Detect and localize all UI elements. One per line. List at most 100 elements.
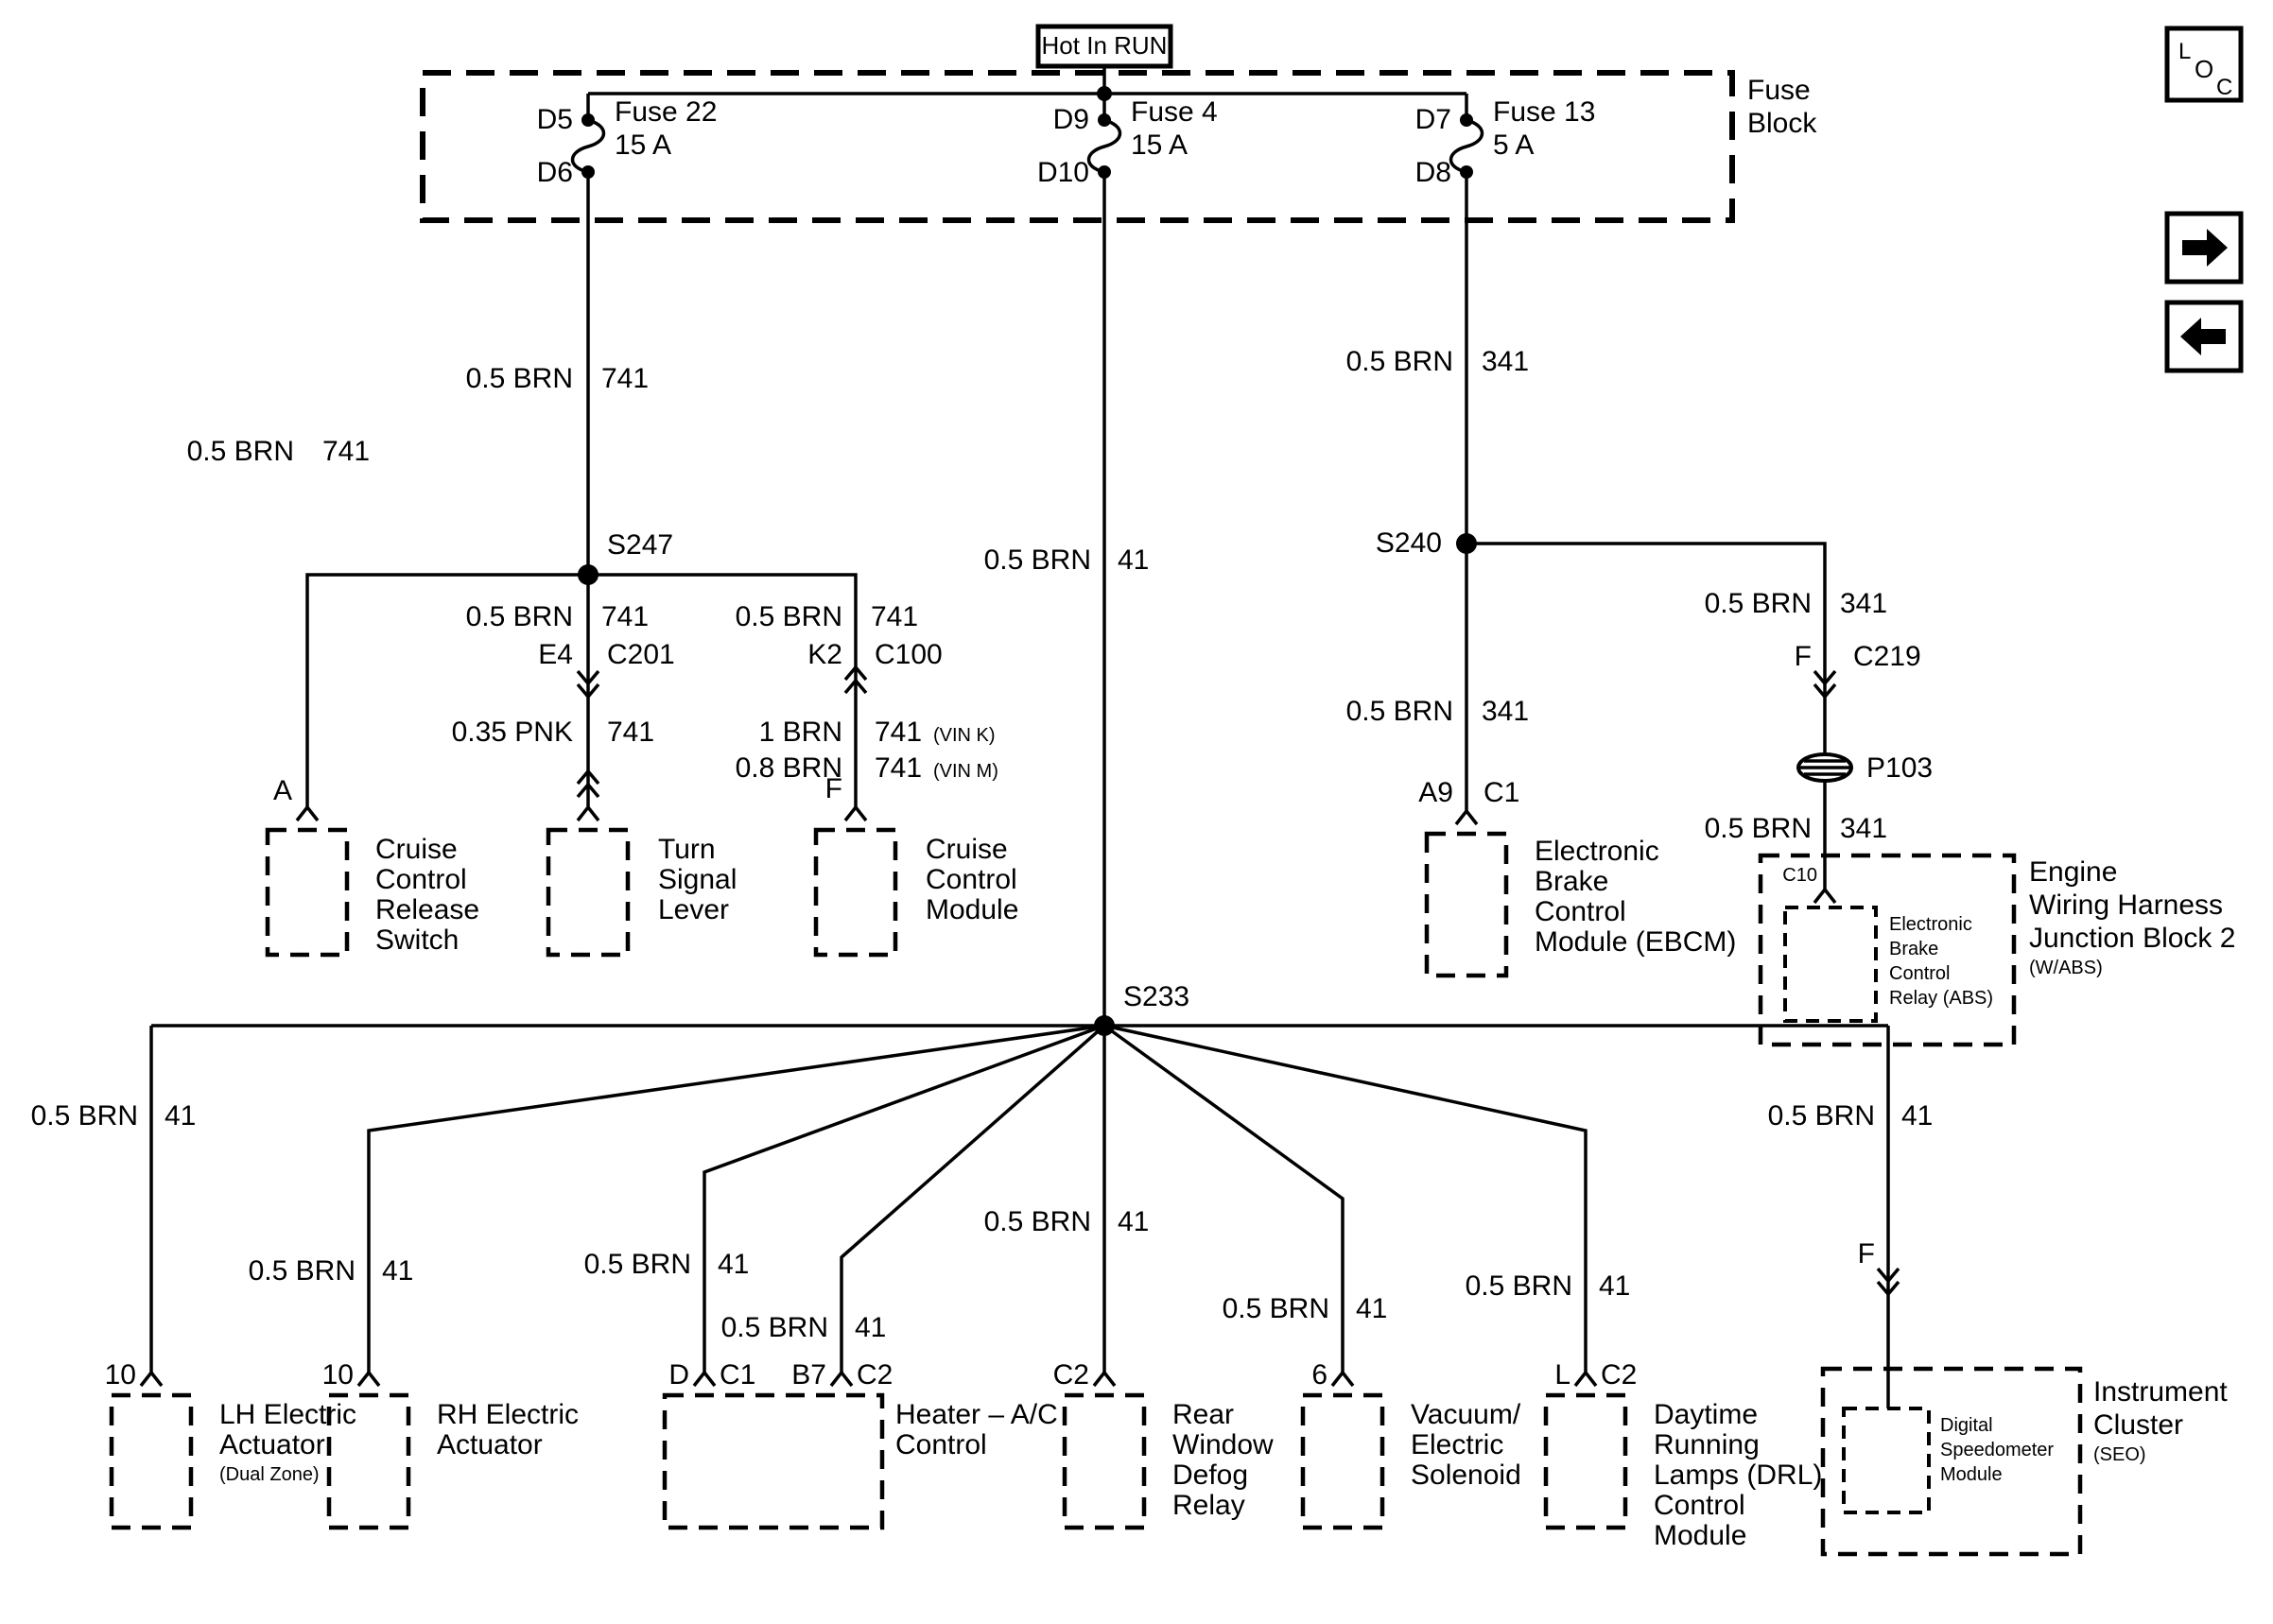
component-label: Relay (ABS) (1889, 988, 1993, 1009)
pin-label-k2: K2 (807, 639, 842, 670)
pin-d9-dot (1098, 113, 1111, 127)
pin-label-d10: D10 (1037, 157, 1089, 188)
terminal-caret-heater-d (692, 1370, 717, 1388)
hot-in-run-label: Hot In RUN (1042, 31, 1168, 60)
component-defog-relay: Rear Window Defog Relay (1062, 1392, 1274, 1530)
component-label: Electric (1411, 1429, 1503, 1460)
component-label: Defog (1172, 1460, 1248, 1491)
wire-label-variant: (VIN M) (933, 761, 998, 782)
component-vacuum-solenoid: Vacuum/ Electric Solenoid (1300, 1392, 1521, 1530)
loc-letter-o: O (2195, 55, 2213, 83)
pin-label-d5: D5 (537, 104, 573, 135)
feed-junction-dot (1097, 86, 1112, 101)
component-label: Module (1940, 1464, 2003, 1485)
terminal-caret-defog (1092, 1370, 1117, 1388)
pin-label-d8: D8 (1415, 157, 1451, 188)
component-label: Instrument (2093, 1376, 2228, 1408)
wire-label-gauge: 0.35 PNK (452, 717, 573, 748)
component-drl-module: Daytime Running Lamps (DRL) Control Modu… (1543, 1392, 1822, 1551)
wire-drl (1103, 1024, 1588, 1373)
wire-label-gauge: 0.5 BRN (1466, 1270, 1572, 1302)
pin-label-e4: E4 (538, 639, 573, 670)
wire-label-circuit: 741 (607, 717, 654, 748)
component-label: Control (1654, 1490, 1745, 1521)
component-cruise-control-module: Cruise Control Module (813, 827, 1018, 958)
pin-label-a9: A9 (1418, 777, 1453, 808)
wire-label-gauge: 0.5 BRN (984, 1206, 1091, 1237)
hot-in-run-box: Hot In RUN (1035, 24, 1173, 69)
wire-label-gauge: 0.5 BRN (984, 544, 1091, 576)
connector-label-c1: C1 (1484, 777, 1519, 808)
component-label: Window (1172, 1429, 1274, 1460)
component-label: Electronic (1535, 836, 1659, 867)
wire-rh-actuator (367, 1024, 1105, 1373)
p103-grommet-icon (1796, 752, 1853, 783)
component-label: Speedometer (1940, 1440, 2054, 1460)
component-label: Release (375, 894, 479, 925)
component-label: Wiring Harness (2029, 890, 2223, 921)
terminal-caret-vacuum (1330, 1370, 1355, 1388)
pin-label-c2: C2 (1053, 1359, 1089, 1391)
component-label: RH Electric (437, 1399, 579, 1430)
splice-s233-dot (1094, 1015, 1115, 1036)
component-note: (W/ABS) (2029, 958, 2103, 978)
component-label: Turn (658, 834, 716, 865)
terminal-caret-ebcm (1454, 808, 1479, 826)
pin-d6-dot (581, 165, 595, 179)
component-turn-signal-lever: Turn Signal Lever (546, 827, 737, 958)
component-label: Actuator (219, 1429, 325, 1460)
pin-label-d: D (668, 1359, 689, 1391)
pin-label-d9: D9 (1053, 104, 1089, 135)
connector-label-c1: C1 (720, 1359, 755, 1391)
pin-label-f: F (1795, 641, 1812, 672)
component-label: Daytime (1654, 1399, 1758, 1430)
component-label: Cruise (375, 834, 458, 865)
wire-label-circuit: 741 (875, 717, 922, 748)
connector-c100-chevrons (843, 665, 868, 695)
component-label: Junction Block 2 (2029, 923, 2235, 954)
fuse-4-amps: 15 A (1131, 130, 1188, 161)
component-label: Rear (1172, 1399, 1234, 1430)
pin-d5-dot (581, 113, 595, 127)
wire-label-gauge: 1 BRN (759, 717, 842, 748)
pin-label-f: F (1858, 1238, 1875, 1270)
junction-dots (578, 86, 1477, 1036)
page-icons: L O C (2164, 26, 2244, 373)
wire-label-circuit: 741 (322, 436, 370, 467)
wire-label-circuit: 341 (1482, 696, 1529, 727)
component-label: Relay (1172, 1490, 1245, 1521)
component-label: Digital (1940, 1415, 1993, 1436)
branch-41: 0.5 BRN 41 S233 (984, 544, 1189, 1012)
next-page-icon[interactable] (2164, 211, 2244, 285)
splice-label-s240: S240 (1376, 527, 1442, 559)
fuse-4: D9 Fuse 4 15 A D10 (1037, 96, 1218, 188)
wire-label-circuit: 41 (1356, 1293, 1387, 1324)
wire-label-variant: (VIN K) (933, 725, 996, 746)
component-label: Lever (658, 894, 729, 925)
pin-d8-dot (1460, 165, 1473, 179)
wire-label-gauge: 0.5 BRN (1705, 588, 1812, 619)
splice-label-s233: S233 (1123, 981, 1189, 1012)
component-instrument-cluster: Digital Speedometer Module Instrument Cl… (1820, 1366, 2228, 1557)
component-label: LH Electric (219, 1399, 356, 1430)
fuse-13: D7 Fuse 13 5 A D8 (1415, 96, 1596, 188)
wire-label-gauge: 0.5 BRN (466, 363, 573, 394)
component-label: Vacuum/ (1411, 1399, 1521, 1430)
loc-icon[interactable]: L O C (2164, 26, 2244, 103)
pin-label-b7: B7 (791, 1359, 826, 1391)
wire-label-gauge: 0.8 BRN (736, 752, 842, 784)
connector-c219-chevrons (1813, 669, 1837, 700)
component-label: Control (375, 864, 467, 895)
splice-s240-dot (1456, 533, 1477, 554)
connector-cluster-f-chevrons (1876, 1267, 1900, 1297)
connector-label-c2: C2 (857, 1359, 893, 1391)
component-label: Heater – A/C (895, 1399, 1058, 1430)
prev-page-icon[interactable] (2164, 300, 2244, 373)
component-label: Control (1889, 963, 1950, 984)
fuse-22-name: Fuse 22 (615, 96, 717, 128)
component-label: Engine (2029, 856, 2117, 888)
component-label: Control (895, 1429, 987, 1460)
wire-label-gauge: 0.5 BRN (31, 1100, 138, 1132)
